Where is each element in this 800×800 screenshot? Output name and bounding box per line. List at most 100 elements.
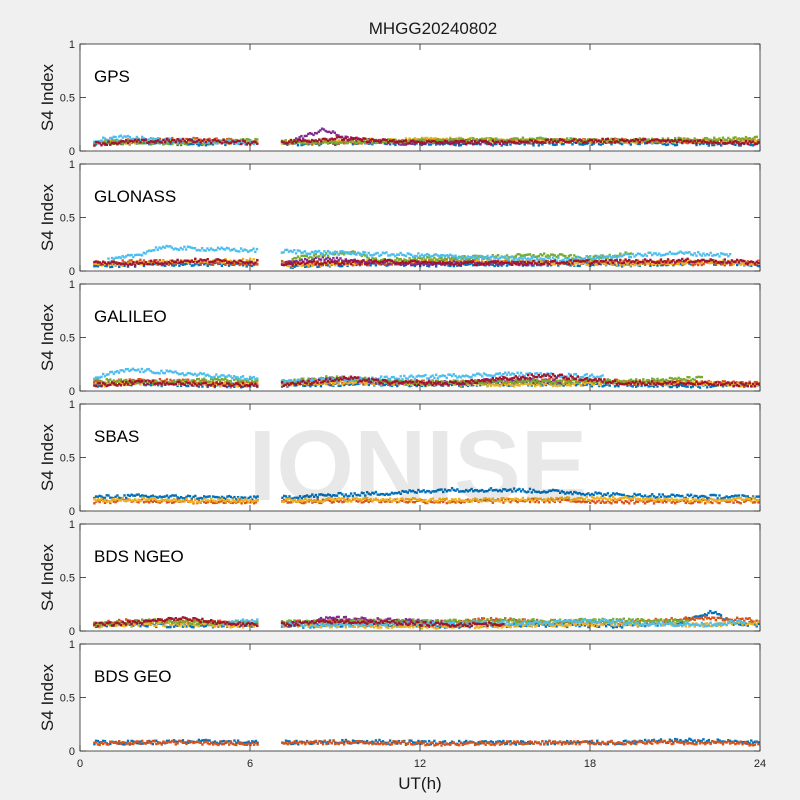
data-point — [388, 138, 392, 141]
data-point — [102, 136, 105, 139]
data-point — [599, 259, 602, 263]
data-point — [473, 257, 477, 260]
data-point — [148, 262, 151, 266]
data-point — [656, 138, 659, 141]
data-point — [422, 254, 425, 258]
data-point — [192, 136, 195, 140]
data-point — [427, 143, 431, 146]
data-point — [364, 251, 367, 254]
data-point — [280, 140, 284, 143]
data-point — [346, 135, 349, 139]
data-point — [229, 137, 232, 141]
data-point — [491, 263, 494, 266]
data-point — [431, 381, 434, 385]
data-point — [256, 138, 259, 141]
data-point — [468, 379, 471, 383]
data-point — [98, 140, 101, 143]
data-point — [286, 264, 289, 268]
data-point — [550, 141, 553, 144]
data-point — [659, 263, 663, 267]
data-point — [711, 261, 714, 264]
data-point — [371, 137, 374, 141]
data-point — [578, 259, 581, 262]
data-point — [365, 138, 369, 141]
data-point — [149, 137, 153, 140]
data-point — [541, 143, 544, 146]
data-point — [130, 261, 133, 264]
data-point — [374, 139, 378, 142]
data-point — [217, 259, 220, 262]
data-point — [472, 256, 475, 259]
data-point — [622, 381, 625, 385]
data-point — [365, 256, 369, 259]
data-point — [232, 247, 236, 251]
data-point — [114, 264, 117, 267]
data-point — [433, 256, 436, 259]
data-point — [665, 263, 668, 267]
data-point — [459, 138, 463, 141]
data-point — [643, 142, 647, 145]
data-point — [296, 140, 300, 143]
data-point — [525, 260, 528, 263]
data-point — [535, 140, 539, 143]
data-point — [665, 143, 668, 147]
data-point — [436, 258, 440, 261]
data-point — [390, 384, 394, 388]
data-point — [666, 262, 670, 266]
data-point — [153, 249, 156, 252]
data-point — [178, 141, 181, 145]
data-point — [748, 260, 751, 264]
data-point — [484, 264, 487, 267]
data-point — [280, 259, 284, 263]
data-point — [675, 139, 679, 142]
data-point — [493, 137, 496, 140]
data-point — [750, 260, 753, 263]
data-point — [223, 248, 227, 251]
data-point — [651, 141, 654, 144]
data-point — [642, 259, 645, 262]
data-point — [601, 260, 604, 263]
data-point — [346, 141, 349, 145]
data-point — [192, 379, 195, 382]
data-point — [240, 139, 243, 142]
data-point — [697, 259, 700, 262]
data-point — [149, 261, 153, 264]
data-point — [488, 258, 491, 261]
data-point — [479, 263, 482, 266]
data-point — [126, 253, 130, 257]
data-point — [401, 263, 404, 266]
data-point — [133, 261, 137, 264]
data-point — [404, 254, 408, 258]
data-point — [305, 140, 309, 143]
data-point — [383, 140, 386, 143]
data-point — [330, 137, 333, 140]
data-point — [367, 140, 370, 143]
data-point — [629, 139, 633, 142]
data-point — [482, 257, 486, 260]
data-point — [192, 140, 195, 143]
data-point — [353, 261, 356, 264]
data-point — [661, 260, 664, 264]
data-point — [107, 142, 110, 145]
data-point — [721, 380, 725, 383]
panel-label: GPS — [94, 67, 130, 86]
data-point — [454, 139, 457, 143]
data-point — [746, 260, 749, 263]
data-point — [397, 258, 401, 261]
data-point — [179, 384, 183, 387]
data-point — [171, 380, 174, 383]
data-point — [647, 262, 650, 265]
data-point — [730, 139, 734, 142]
data-point — [649, 140, 652, 143]
data-point — [280, 142, 284, 145]
data-point — [518, 139, 521, 143]
data-point — [374, 252, 377, 255]
data-point — [594, 254, 597, 257]
data-point — [355, 263, 358, 267]
data-point — [751, 137, 755, 140]
data-point — [360, 254, 363, 257]
data-point — [433, 139, 436, 143]
data-point — [581, 143, 585, 146]
data-point — [525, 258, 528, 261]
data-point — [519, 254, 523, 257]
